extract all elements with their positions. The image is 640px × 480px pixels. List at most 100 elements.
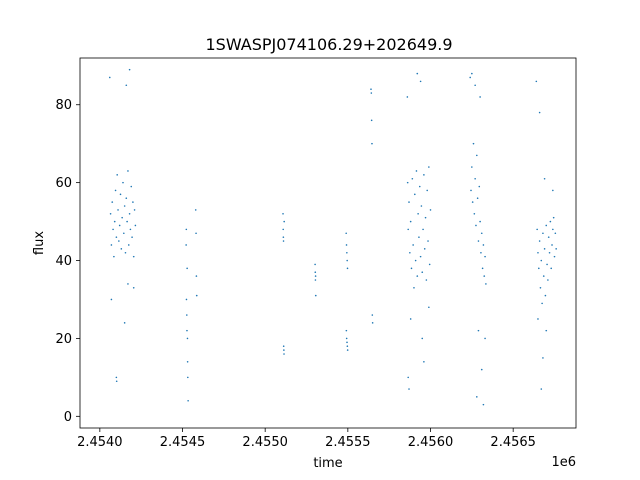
data-point (408, 388, 410, 390)
data-point (118, 240, 120, 242)
data-point (185, 298, 188, 301)
data-point (115, 376, 118, 379)
data-point (186, 314, 188, 316)
data-point (132, 255, 135, 258)
data-point (133, 209, 136, 211)
data-point (120, 248, 123, 250)
data-point (552, 216, 555, 219)
data-point (370, 88, 372, 90)
data-point (346, 267, 349, 270)
data-point (128, 68, 131, 71)
y-tick-label: 40 (55, 254, 72, 269)
data-point (412, 244, 414, 246)
y-tick-label: 20 (55, 332, 72, 347)
y-tick-label: 60 (55, 176, 72, 191)
x-tick-label: 2.4540 (77, 435, 123, 450)
data-point (543, 248, 546, 250)
data-point (414, 193, 416, 196)
data-point (125, 84, 128, 87)
data-point (423, 174, 425, 176)
data-point (408, 201, 410, 203)
data-point (547, 279, 549, 281)
data-point (469, 76, 471, 79)
y-axis-ticks: 0 20 40 60 80 (55, 98, 80, 425)
data-point (538, 240, 541, 242)
data-point (475, 224, 477, 227)
data-point (472, 142, 475, 145)
data-point (187, 399, 189, 402)
data-point (542, 275, 545, 277)
data-point (314, 294, 317, 297)
data-point (282, 212, 284, 215)
data-point (482, 403, 485, 406)
data-point (127, 244, 130, 246)
data-point (314, 275, 317, 277)
data-point (539, 286, 542, 289)
data-point (346, 341, 348, 344)
data-point (416, 72, 419, 75)
data-point (554, 232, 557, 235)
data-point (194, 209, 197, 211)
data-point (345, 232, 347, 235)
data-point (115, 380, 118, 383)
data-point (552, 189, 554, 192)
data-point (483, 275, 486, 277)
data-point (540, 259, 543, 262)
data-point (186, 267, 188, 270)
data-point (477, 240, 480, 242)
data-point (409, 251, 411, 254)
data-point (117, 209, 119, 211)
data-point (542, 232, 544, 235)
data-point (346, 345, 349, 348)
x-tick-label: 2.4545 (160, 435, 206, 450)
data-point (282, 228, 284, 231)
data-point (549, 220, 552, 223)
data-point (119, 193, 122, 196)
data-point (282, 240, 285, 242)
data-point (479, 96, 481, 98)
data-point (132, 201, 134, 203)
data-point (187, 376, 189, 379)
y-axis-label: flux (32, 231, 47, 255)
points-layer (108, 68, 557, 406)
data-point (416, 275, 419, 277)
data-point (129, 228, 132, 231)
data-point (471, 72, 473, 75)
data-point (123, 232, 125, 235)
data-point (127, 283, 129, 285)
data-point (480, 251, 482, 254)
data-point (406, 96, 409, 98)
data-point (109, 212, 112, 215)
data-point (555, 248, 557, 250)
data-point (428, 306, 430, 309)
data-point (283, 353, 285, 355)
data-point (370, 92, 373, 94)
data-point (346, 259, 348, 262)
data-point (345, 329, 348, 332)
data-point (123, 205, 126, 207)
data-point (314, 279, 317, 281)
data-point (419, 80, 422, 83)
data-point (422, 228, 424, 231)
data-point (406, 181, 409, 184)
data-point (476, 197, 479, 200)
data-point (535, 80, 538, 83)
data-point (546, 263, 548, 266)
data-point (551, 244, 553, 246)
data-point (131, 236, 133, 238)
data-point (541, 302, 543, 305)
data-point (423, 360, 425, 363)
chart-title: 1SWASPJ074106.29+202649.9 (205, 35, 452, 54)
data-point (111, 201, 114, 203)
data-point (110, 298, 113, 301)
data-point (536, 228, 538, 231)
data-point (186, 329, 188, 332)
data-point (542, 357, 544, 359)
data-point (195, 294, 198, 297)
data-point (124, 251, 127, 254)
data-point (118, 224, 121, 227)
data-point (110, 244, 113, 246)
data-point (346, 251, 348, 254)
data-point (130, 185, 133, 188)
data-point (371, 322, 374, 324)
